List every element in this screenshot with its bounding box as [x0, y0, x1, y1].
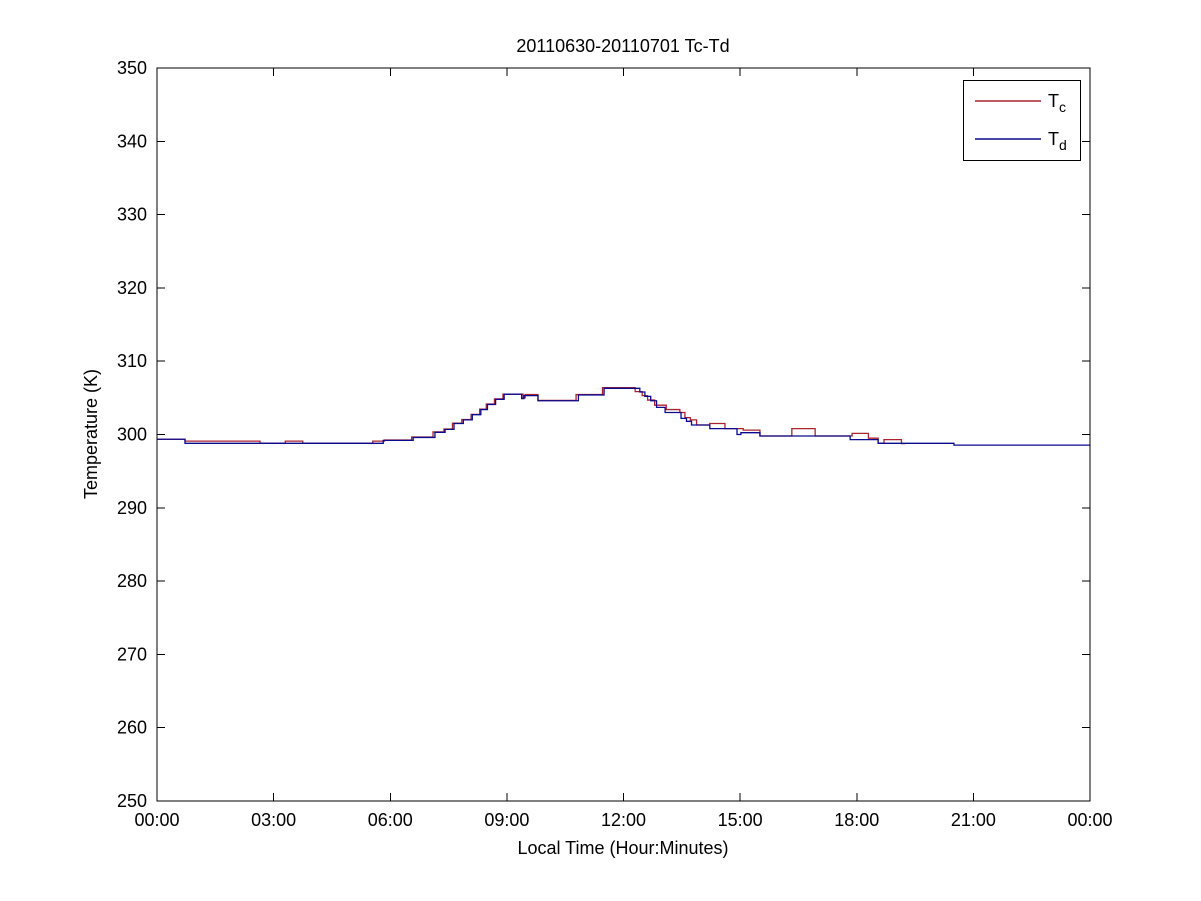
y-tick-label: 320	[117, 278, 147, 298]
series-line-td	[157, 387, 1090, 446]
x-tick-label: 09:00	[484, 810, 529, 830]
y-tick-label: 350	[117, 58, 147, 78]
x-tick-label: 21:00	[951, 810, 996, 830]
x-tick-label: 15:00	[718, 810, 763, 830]
legend-label-td-sub: d	[1059, 137, 1067, 153]
x-tick-label: 00:00	[1067, 810, 1112, 830]
data-series	[157, 386, 1090, 446]
legend-label-tc: Tc	[1048, 91, 1066, 115]
axis-ticks	[156, 67, 1091, 802]
y-axis-label: Temperature (K)	[81, 369, 101, 499]
legend-box	[963, 80, 1081, 161]
x-tick-label: 03:00	[251, 810, 296, 830]
y-tick-label: 270	[117, 644, 147, 664]
y-tick-label: 260	[117, 718, 147, 738]
y-tick-label: 340	[117, 131, 147, 151]
y-tick-label: 280	[117, 571, 147, 591]
legend-label-td-main: T	[1048, 129, 1059, 149]
x-tick-label: 18:00	[834, 810, 879, 830]
legend-label-tc-main: T	[1048, 91, 1059, 111]
x-tick-label: 06:00	[368, 810, 413, 830]
series-line-tc	[157, 386, 906, 445]
y-tick-label: 290	[117, 498, 147, 518]
legend-label-tc-sub: c	[1059, 99, 1066, 115]
x-axis-label: Local Time (Hour:Minutes)	[517, 838, 728, 858]
chart-title: 20110630-20110701 Tc-Td	[516, 36, 729, 56]
y-tick-label: 330	[117, 205, 147, 225]
y-tick-label: 310	[117, 351, 147, 371]
y-tick-label: 250	[117, 791, 147, 811]
x-tick-label: 00:00	[134, 810, 179, 830]
legend-label-td: Td	[1048, 129, 1067, 153]
axis-tick-labels: 00:00 03:00 06:00 09:00 12:00 15:00 18:00 21:00…	[117, 58, 1113, 830]
y-tick-label: 300	[117, 425, 147, 445]
legend: Tc Td	[963, 80, 1081, 161]
x-tick-label: 12:00	[601, 810, 646, 830]
